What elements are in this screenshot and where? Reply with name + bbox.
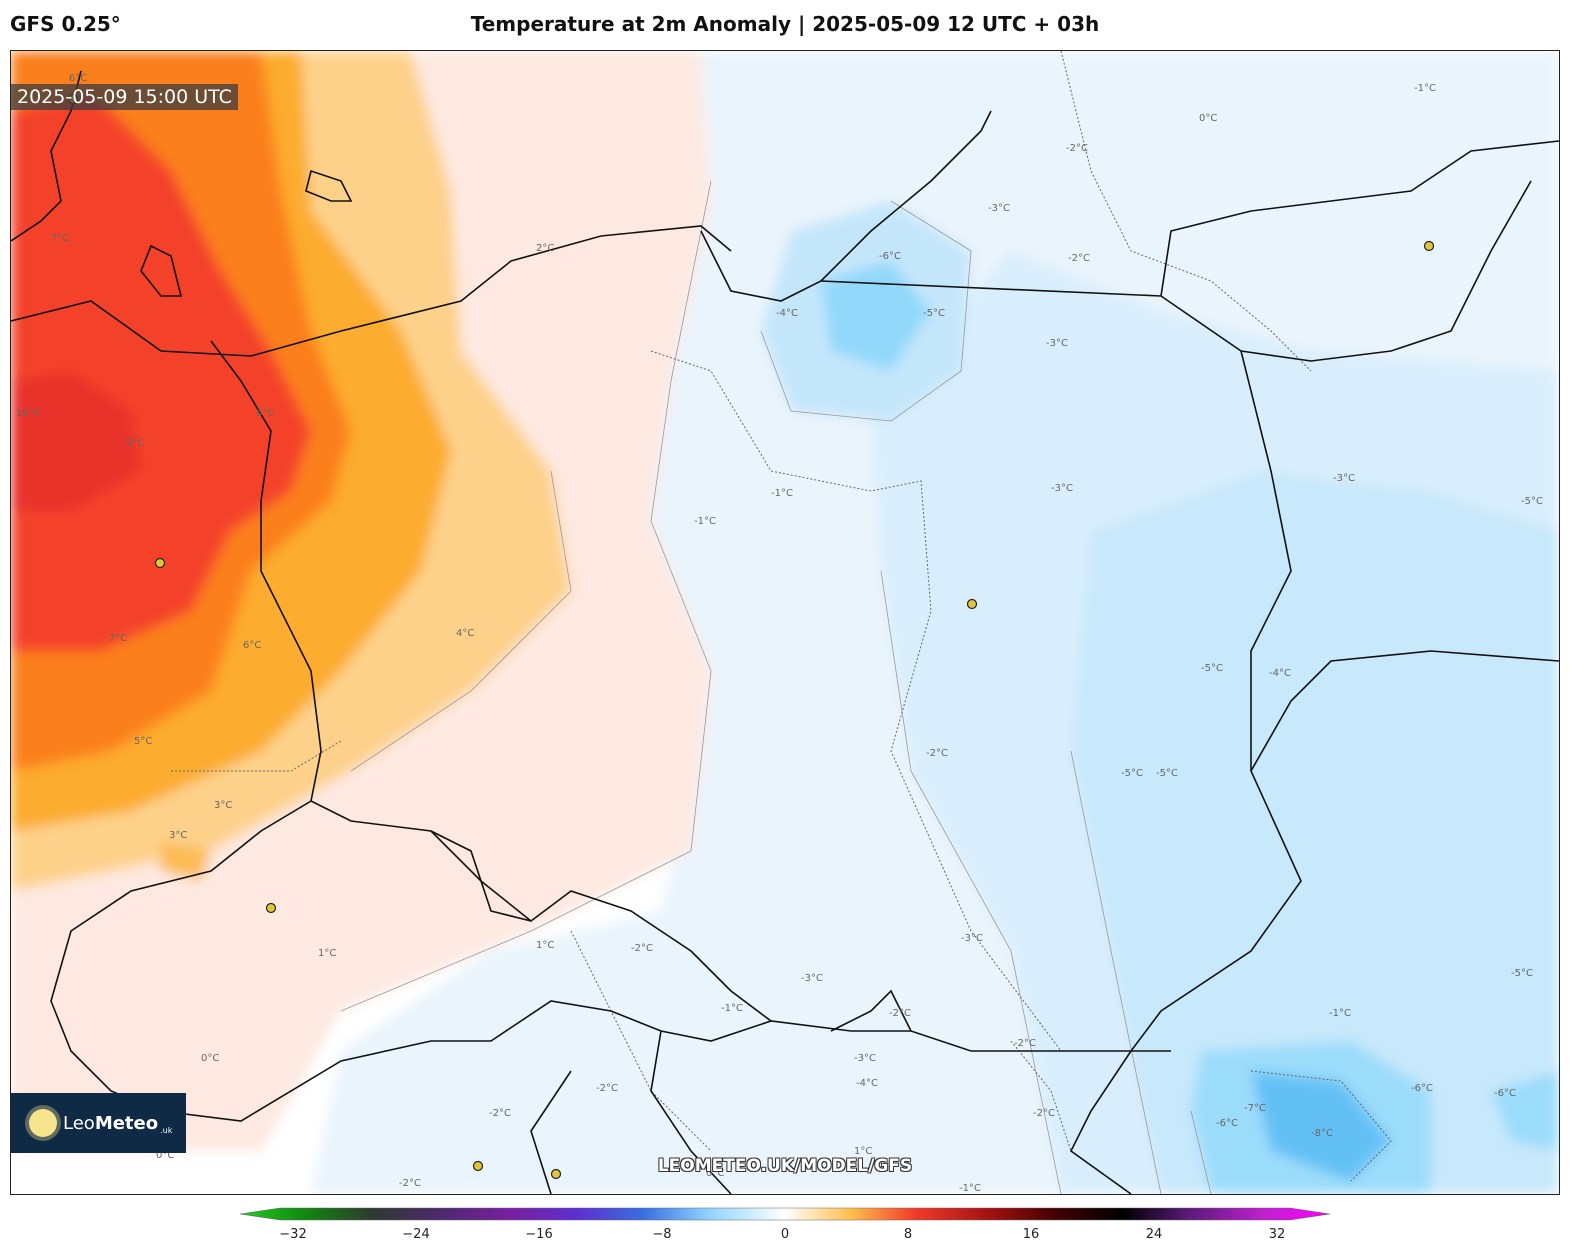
valid-time-badge: 2025-05-09 15:00 UTC (11, 84, 238, 110)
contour-label: -5°C (1121, 768, 1143, 779)
city-marker (265, 902, 277, 914)
city-marker (550, 1168, 562, 1180)
map-title: Temperature at 2m Anomaly | 2025-05-09 1… (470, 12, 1100, 36)
contour-label: 0°C (1199, 113, 1217, 124)
model-label: GFS 0.25° (10, 12, 121, 36)
contour-label: -3°C (988, 203, 1010, 214)
contour-label: -5°C (1201, 663, 1223, 674)
colorbar-tick: 8 (903, 1227, 913, 1242)
watermark: LEOMETEO.UK/MODEL/GFS (657, 1156, 913, 1176)
contour-label: 6°C (243, 640, 261, 651)
contour-label: -2°C (489, 1108, 511, 1119)
anomaly-map[interactable]: 6°C 7°C 2°C 9°C 10°C 6°C 7°C 6°C 4°C 5°C… (10, 50, 1560, 1195)
contour-label: 7°C (51, 233, 69, 244)
dashed-contours (171, 51, 1392, 1182)
city-marker (154, 557, 166, 569)
contour-label: -1°C (959, 1183, 981, 1194)
contour-label: -4°C (1269, 668, 1291, 679)
contour-label: 9°C (126, 438, 144, 449)
contour-label: 3°C (214, 800, 232, 811)
contour-label: -4°C (776, 308, 798, 319)
contour-label: 3°C (169, 830, 187, 841)
contour-label: 7°C (109, 633, 127, 644)
colorbar-tick: −8 (652, 1227, 672, 1242)
colorbar-tick: 24 (1145, 1227, 1163, 1242)
colorbar (240, 1207, 1330, 1221)
contour-label: 5°C (134, 736, 152, 747)
city-marker (472, 1160, 484, 1172)
sun-icon (29, 1109, 57, 1137)
contour-label: -6°C (879, 251, 901, 262)
map-canvas: 6°C 7°C 2°C 9°C 10°C 6°C 7°C 6°C 4°C 5°C… (11, 51, 1559, 1194)
contour-label: -2°C (1033, 1108, 1055, 1119)
leometeo-logo[interactable]: LeoMeteo .uk (11, 1093, 186, 1153)
city-marker (966, 598, 978, 610)
contour-label: -6°C (1494, 1088, 1516, 1099)
contour-label: 4°C (456, 628, 474, 639)
contour-label: -1°C (694, 516, 716, 527)
contour-label: 6°C (256, 408, 274, 419)
contour-label: -5°C (923, 308, 945, 319)
contour-label: -1°C (1414, 83, 1436, 94)
contour-label: -5°C (1156, 768, 1178, 779)
contour-label: -8°C (1311, 1128, 1333, 1139)
colorbar-tick: 0 (780, 1227, 790, 1242)
contour-label: -2°C (399, 1178, 421, 1189)
contour-label: -1°C (771, 488, 793, 499)
contour-label: -3°C (1046, 338, 1068, 349)
city-marker (1423, 240, 1435, 252)
contour-label: 10°C (16, 408, 41, 419)
contour-label: 2°C (536, 243, 554, 254)
borders (11, 70, 1559, 1194)
logo-tld: .uk (160, 1126, 173, 1135)
contour-labels: 6°C 7°C 2°C 9°C 10°C 6°C 7°C 6°C 4°C 5°C… (16, 73, 1543, 1194)
contour-label: -2°C (631, 943, 653, 954)
contour-label: -6°C (1411, 1083, 1433, 1094)
anomaly-fill (11, 51, 1559, 1194)
contour-label: -2°C (1068, 253, 1090, 264)
colorbar-tick: 16 (1022, 1227, 1040, 1242)
contour-label: -2°C (1066, 143, 1088, 154)
contour-label: 0°C (706, 1168, 724, 1179)
contour-label: 0°C (156, 1150, 174, 1161)
contour-label: 6°C (69, 73, 87, 84)
contour-label: -4°C (856, 1078, 878, 1089)
contour-label: -2°C (596, 1083, 618, 1094)
contour-label: -1°C (721, 1003, 743, 1014)
contour-label: 1°C (318, 948, 336, 959)
contour-label: -1°C (1329, 1008, 1351, 1019)
contour-label: -3°C (961, 933, 983, 944)
contour-label: -5°C (1521, 496, 1543, 507)
contour-label: 1°C (536, 940, 554, 951)
contour-label: -6°C (1216, 1118, 1238, 1129)
contour-label: 1°C (854, 1146, 872, 1157)
colorbar-tick: −24 (402, 1227, 430, 1242)
contour-label: 0°C (201, 1053, 219, 1064)
contour-label: -3°C (1051, 483, 1073, 494)
contour-label: -2°C (889, 1008, 911, 1019)
colorbar-tick: −32 (279, 1227, 307, 1242)
contour-label: -7°C (1244, 1103, 1266, 1114)
contour-label: -3°C (1333, 473, 1355, 484)
colorbar-gradient (240, 1207, 1330, 1221)
contour-label: -2°C (926, 748, 948, 759)
contour-label: -5°C (1511, 968, 1533, 979)
colorbar-tick: 32 (1268, 1227, 1286, 1242)
contour-label: -3°C (854, 1053, 876, 1064)
contour-label: -3°C (801, 973, 823, 984)
colorbar-tick: −16 (525, 1227, 553, 1242)
logo-text: LeoMeteo (63, 1112, 159, 1134)
contour-label: -2°C (1014, 1038, 1036, 1049)
